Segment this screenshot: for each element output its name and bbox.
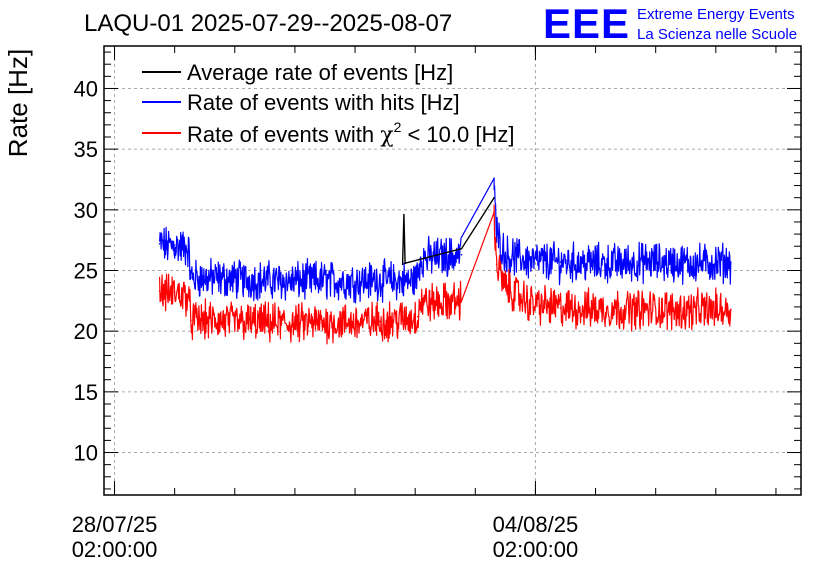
series-point-chi2 (649, 308, 652, 311)
series-point-chi2 (460, 300, 463, 302)
series-point-chi2 (181, 293, 183, 296)
series-point-hits (434, 256, 437, 258)
series-point-hits (559, 261, 562, 263)
series-point-hits (166, 245, 168, 248)
series-point-chi2 (730, 308, 732, 311)
series-point-chi2 (434, 302, 437, 305)
series-point-hits (679, 262, 682, 265)
legend-label-hits: Rate of events with hits [Hz] (187, 90, 460, 115)
legend: Average rate of events [Hz] Rate of even… (142, 60, 514, 148)
series-point-chi2 (158, 290, 161, 292)
y-tick-label: 40 (74, 76, 98, 101)
series-point-hits (349, 280, 351, 283)
y-tick-label: 10 (74, 441, 98, 466)
series-point-chi2 (228, 320, 231, 323)
series-point-chi2 (710, 308, 712, 311)
x-tick-label-time: 02:00:00 (493, 537, 579, 562)
series-point-hits (495, 233, 498, 235)
y-tick-label: 25 (74, 259, 98, 284)
series-point-hits (173, 244, 176, 246)
series-point-chi2 (259, 321, 261, 324)
series-point-hits (416, 275, 419, 278)
series-point-chi2 (529, 302, 532, 305)
series-line-hits (159, 177, 732, 304)
series-point-hits (289, 280, 291, 283)
x-tick-label-date: 28/07/25 (72, 512, 158, 537)
x-tick-label-date: 04/08/25 (493, 512, 579, 537)
series-point-chi2 (379, 320, 381, 323)
series-point-chi2 (416, 315, 419, 318)
series-point-chi2 (409, 318, 411, 320)
y-axis-label: Rate [Hz] (3, 49, 33, 157)
series-point-chi2 (187, 295, 190, 297)
series-point-hits (319, 279, 321, 282)
series-point-chi2 (679, 309, 682, 312)
y-tick-label: 20 (74, 319, 98, 344)
legend-label-chi2-pre: Rate of events with (187, 122, 380, 147)
series-point-chi2 (504, 286, 507, 289)
series-point-hits (187, 247, 190, 250)
series-point-average (403, 213, 405, 216)
series-point-hits (158, 243, 161, 245)
series-point-chi2 (173, 291, 176, 294)
series-point-chi2 (589, 308, 592, 311)
chi-superscript: 2 (394, 119, 402, 135)
logo-line1: Extreme Energy Events (637, 6, 795, 23)
y-tick-label: 35 (74, 137, 98, 162)
series-point-average (404, 262, 406, 265)
series-point-hits (460, 253, 463, 256)
series-point-average (493, 196, 495, 199)
series-point-chi2 (419, 301, 421, 303)
series-point-hits (710, 262, 712, 265)
series-point-chi2 (289, 323, 291, 325)
y-tick-label: 30 (74, 198, 98, 223)
series-point-hits (589, 262, 592, 265)
series-point-chi2 (319, 321, 321, 324)
series-point-hits (619, 262, 622, 265)
series-point-chi2 (619, 308, 622, 311)
series-point-hits (730, 261, 732, 263)
logo-mark: EEE (543, 0, 630, 47)
series-point-hits (181, 246, 183, 249)
series-point-chi2 (493, 211, 495, 214)
series-point-hits (649, 261, 652, 263)
series-point-hits (504, 253, 507, 256)
series-point-hits (259, 279, 261, 282)
series-point-chi2 (349, 321, 351, 324)
series-point-chi2 (166, 292, 168, 295)
chart-title: LAQU-01 2025-07-29--2025-08-07 (84, 10, 452, 37)
series-point-hits (529, 259, 532, 262)
series-point-average (401, 263, 404, 266)
series-point-average (460, 247, 463, 250)
series-point-chi2 (190, 319, 192, 322)
series-point-hits (409, 280, 411, 283)
legend-label-chi2-post: < 10.0 [Hz] (401, 122, 514, 147)
series-point-hits (379, 279, 381, 282)
eee-logo: EEE Extreme Energy Events La Scienza nel… (543, 0, 797, 47)
y-tick-label: 15 (74, 380, 98, 405)
series-point-hits (493, 177, 495, 180)
legend-label-chi2: Rate of events with χ2 < 10.0 [Hz] (187, 119, 514, 148)
series-point-hits (449, 255, 452, 257)
series-layer (158, 177, 732, 345)
chi-symbol: χ (380, 123, 393, 148)
series-point-hits (228, 278, 231, 280)
axis-ticks: 1015202530354028/07/2502:00:0004/08/2502… (72, 46, 801, 562)
series-point-chi2 (495, 263, 498, 266)
series-point-hits (190, 276, 192, 279)
x-tick-label-time: 02:00:00 (72, 537, 158, 562)
series-point-chi2 (559, 307, 562, 309)
series-line-chi2 (159, 204, 732, 345)
legend-label-average: Average rate of events [Hz] (187, 60, 453, 85)
series-point-chi2 (449, 301, 452, 303)
logo-line2: La Scienza nelle Scuole (637, 26, 797, 43)
